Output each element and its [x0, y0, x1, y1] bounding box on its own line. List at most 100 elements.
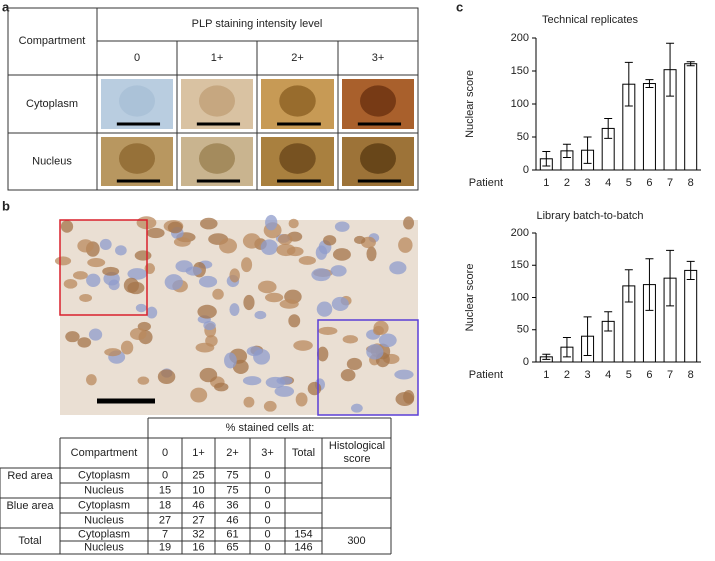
cell-nucleus: [199, 85, 235, 117]
cell: [346, 357, 363, 371]
x-tick-label: 7: [667, 177, 673, 189]
cell: [86, 374, 97, 386]
cell-value: 25: [192, 469, 204, 481]
bar: [684, 269, 698, 363]
cell: [72, 271, 88, 280]
cell: [198, 275, 218, 288]
y-tick-label: 0: [523, 164, 529, 176]
cell: [63, 278, 78, 289]
cell: [373, 320, 389, 335]
cell: [203, 320, 216, 331]
y-axis-label: Nuclear score: [464, 70, 476, 138]
compartment: Nucleus: [84, 541, 124, 553]
cell: [288, 218, 299, 229]
cell-value: 27: [192, 514, 204, 526]
error-bar: [562, 143, 571, 158]
error-bar: [666, 249, 675, 307]
cell: [79, 293, 93, 302]
cell-value: 0: [264, 484, 270, 496]
cell-value: 15: [159, 484, 171, 496]
y-tick-label: 100: [511, 291, 529, 303]
cell: [87, 258, 106, 268]
panel-label: a: [2, 0, 10, 14]
cell: [120, 340, 134, 355]
y-tick-label: 150: [511, 259, 529, 271]
cell-value: 7: [162, 528, 168, 540]
cell: [366, 344, 384, 360]
cell: [277, 233, 293, 246]
y-tick-label: 0: [523, 356, 529, 368]
cell: [104, 348, 122, 357]
cell: [77, 337, 92, 348]
error-bar: [624, 61, 633, 107]
cell: [129, 328, 147, 340]
compartment: Nucleus: [84, 484, 124, 496]
x-tick-label: 4: [605, 369, 611, 381]
cell: [146, 227, 165, 239]
cell: [229, 303, 240, 317]
chart-title: Library batch-to-batch: [537, 210, 644, 222]
compartment: Nucleus: [84, 514, 124, 526]
cell-nucleus: [360, 85, 396, 117]
cell: [276, 243, 296, 257]
histological-score: 300: [347, 535, 365, 547]
cell: [263, 400, 277, 412]
error-bar: [686, 61, 695, 67]
y-tick-label: 150: [511, 65, 529, 77]
cell: [274, 385, 295, 397]
compartment: Cytoplasm: [78, 499, 130, 511]
error-bar: [542, 353, 551, 360]
compartment: Cytoplasm: [78, 469, 130, 481]
table-border: [7, 7, 419, 191]
cell: [157, 369, 176, 385]
error-bar: [604, 118, 613, 139]
cell: [205, 335, 218, 347]
table-title: PLP staining intensity level: [192, 18, 323, 30]
cell: [241, 257, 253, 273]
x-tick-label: 3: [585, 177, 591, 189]
error-bar: [542, 151, 551, 167]
x-tick-label: 4: [605, 177, 611, 189]
cell: [102, 266, 120, 276]
cell: [65, 331, 80, 343]
cell: [323, 235, 337, 246]
cell-value: 18: [159, 499, 171, 511]
x-tick-label: 2: [564, 369, 570, 381]
cell-value: 27: [159, 514, 171, 526]
cell: [214, 382, 229, 392]
cell: [242, 233, 261, 249]
cell-value: 36: [226, 499, 238, 511]
column-header: 1+: [192, 447, 205, 459]
cell-value: 75: [226, 469, 238, 481]
error-bar: [583, 136, 592, 164]
y-tick-label: 200: [511, 227, 529, 239]
cell: [265, 214, 278, 231]
cell: [279, 299, 299, 309]
x-tick-label: 5: [626, 177, 632, 189]
cell: [316, 301, 333, 317]
error-bar: [624, 269, 633, 303]
cell: [54, 256, 72, 266]
cell: [293, 340, 313, 351]
cell: [197, 304, 217, 319]
level-label: 2+: [291, 52, 304, 64]
level-label: 3+: [372, 52, 385, 64]
cell: [332, 248, 351, 261]
cell-nucleus: [119, 85, 155, 117]
cell: [243, 396, 255, 408]
cell: [403, 390, 415, 404]
column-header: 3+: [261, 447, 274, 459]
error-bar: [583, 316, 592, 357]
cell: [350, 403, 363, 413]
cell: [378, 333, 397, 348]
cell: [398, 237, 413, 253]
cell: [229, 268, 240, 283]
cell: [311, 268, 331, 282]
cell-value: 0: [264, 541, 270, 553]
cell: [246, 346, 263, 357]
cell: [298, 256, 316, 265]
cell: [288, 314, 301, 328]
cell: [254, 310, 267, 320]
